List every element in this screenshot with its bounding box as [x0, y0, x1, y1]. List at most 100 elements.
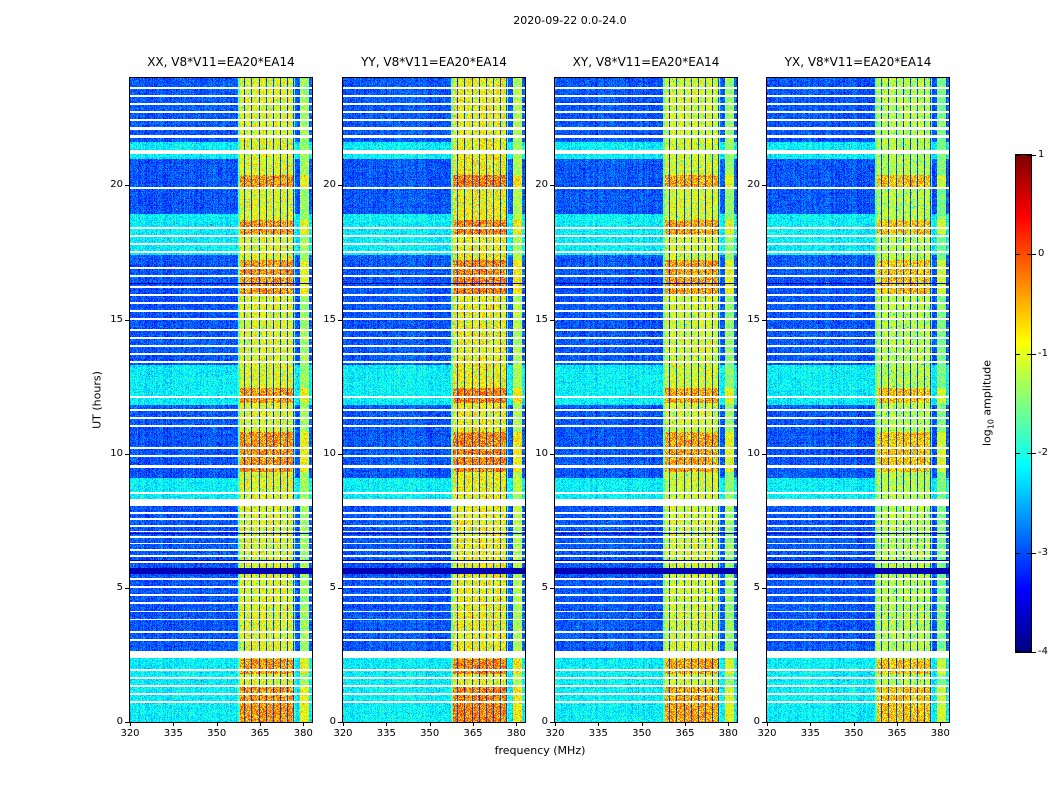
- y-tick: [338, 722, 342, 723]
- x-tick: [728, 722, 730, 726]
- x-tick: [641, 722, 643, 726]
- y-tick-label: 10: [323, 447, 336, 459]
- y-tick: [338, 453, 342, 455]
- x-tick-label: 335: [376, 728, 396, 739]
- y-tick-label: 10: [110, 447, 123, 459]
- colorbar-tick: [1032, 254, 1036, 256]
- y-tick: [125, 453, 129, 455]
- colorbar-label-pre: log: [980, 429, 994, 447]
- x-tick: [303, 722, 305, 726]
- colorbar-tick-label: 1: [1038, 149, 1045, 160]
- y-tick: [338, 319, 342, 321]
- x-tick-label: 320: [120, 728, 140, 739]
- y-tick-label: 5: [753, 581, 760, 593]
- x-tick: [386, 722, 388, 726]
- x-tick: [555, 722, 556, 726]
- colorbar-tick: [1032, 155, 1036, 156]
- y-tick: [550, 453, 554, 455]
- y-tick: [550, 722, 554, 723]
- colorbar-tick-label: -4: [1038, 646, 1048, 657]
- colorbar-tick: [1032, 353, 1036, 355]
- colorbar: [1015, 154, 1032, 653]
- y-tick: [762, 453, 766, 455]
- x-tick-label: 365: [675, 728, 695, 739]
- spectrogram-canvas: [130, 78, 312, 722]
- y-tick-label: 0: [116, 716, 123, 727]
- x-tick-label: 320: [333, 728, 353, 739]
- x-tick-label: 365: [463, 728, 483, 739]
- y-tick: [125, 185, 129, 187]
- x-tick: [473, 722, 474, 726]
- panel-title: YX, V8*V11=EA20*EA14: [784, 55, 932, 69]
- colorbar-label-post: amplitude: [980, 359, 994, 420]
- spectrogram-canvas: [767, 78, 949, 722]
- panel-title: XY, V8*V11=EA20*EA14: [572, 55, 720, 69]
- x-tick: [810, 722, 812, 726]
- colorbar-tick: [1032, 552, 1036, 554]
- x-tick: [173, 722, 175, 726]
- x-tick: [897, 722, 898, 726]
- x-tick-label: 380: [506, 728, 526, 739]
- colorbar-tick-label: -2: [1038, 447, 1048, 459]
- y-tick: [762, 319, 766, 321]
- y-tick-label: 15: [110, 313, 123, 325]
- y-tick: [762, 587, 766, 589]
- x-tick-label: 350: [632, 728, 652, 739]
- x-tick: [853, 722, 855, 726]
- panel-title: XX, V8*V11=EA20*EA14: [147, 55, 295, 69]
- y-tick: [550, 587, 554, 589]
- x-tick-label: 380: [930, 728, 950, 739]
- x-tick: [429, 722, 431, 726]
- x-axis-label: frequency (MHz): [494, 744, 586, 757]
- x-tick: [216, 722, 218, 726]
- y-tick-label: 0: [541, 716, 548, 727]
- figure-title: 2020-09-22 0.0-24.0: [513, 14, 627, 27]
- x-tick-label: 320: [545, 728, 565, 739]
- y-tick: [338, 587, 342, 589]
- x-tick-label: 365: [887, 728, 907, 739]
- y-axis-label: UT (hours): [90, 371, 104, 429]
- spectrogram-panel: [766, 77, 950, 723]
- colorbar-tick: [1032, 652, 1036, 653]
- y-tick-label: 5: [541, 581, 548, 593]
- y-tick-label: 5: [116, 581, 123, 593]
- y-tick: [550, 185, 554, 187]
- panel-title: YY, V8*V11=EA20*EA14: [361, 55, 507, 69]
- y-tick-label: 20: [323, 179, 336, 191]
- y-tick: [762, 722, 766, 723]
- y-tick-label: 15: [535, 313, 548, 325]
- x-tick: [130, 722, 131, 726]
- x-tick: [685, 722, 686, 726]
- colorbar-label-sub: 10: [986, 419, 996, 430]
- y-tick: [125, 587, 129, 589]
- x-tick: [516, 722, 518, 726]
- colorbar-tick: [1032, 453, 1036, 455]
- spectrogram-panel: [342, 77, 526, 723]
- y-tick-label: 20: [535, 179, 548, 191]
- x-tick-label: 320: [757, 728, 777, 739]
- x-tick-label: 350: [207, 728, 227, 739]
- colorbar-tick-label: 0: [1038, 248, 1045, 260]
- x-tick: [260, 722, 261, 726]
- x-tick-label: 380: [293, 728, 313, 739]
- y-tick-label: 20: [110, 179, 123, 191]
- y-tick-label: 15: [323, 313, 336, 325]
- y-tick: [125, 319, 129, 321]
- colorbar-tick-label: -1: [1038, 347, 1048, 359]
- x-tick: [598, 722, 600, 726]
- x-tick-label: 350: [844, 728, 864, 739]
- spectrogram-canvas: [343, 78, 525, 722]
- colorbar-label: log10 amplitude: [980, 360, 995, 446]
- y-tick-label: 10: [535, 447, 548, 459]
- x-tick-label: 380: [718, 728, 738, 739]
- x-tick: [343, 722, 344, 726]
- x-tick-label: 335: [800, 728, 820, 739]
- y-tick-label: 0: [753, 716, 760, 727]
- x-tick-label: 335: [588, 728, 608, 739]
- y-tick: [338, 185, 342, 187]
- y-tick-label: 15: [747, 313, 760, 325]
- x-tick-label: 350: [420, 728, 440, 739]
- y-tick-label: 5: [329, 581, 336, 593]
- y-tick: [550, 319, 554, 321]
